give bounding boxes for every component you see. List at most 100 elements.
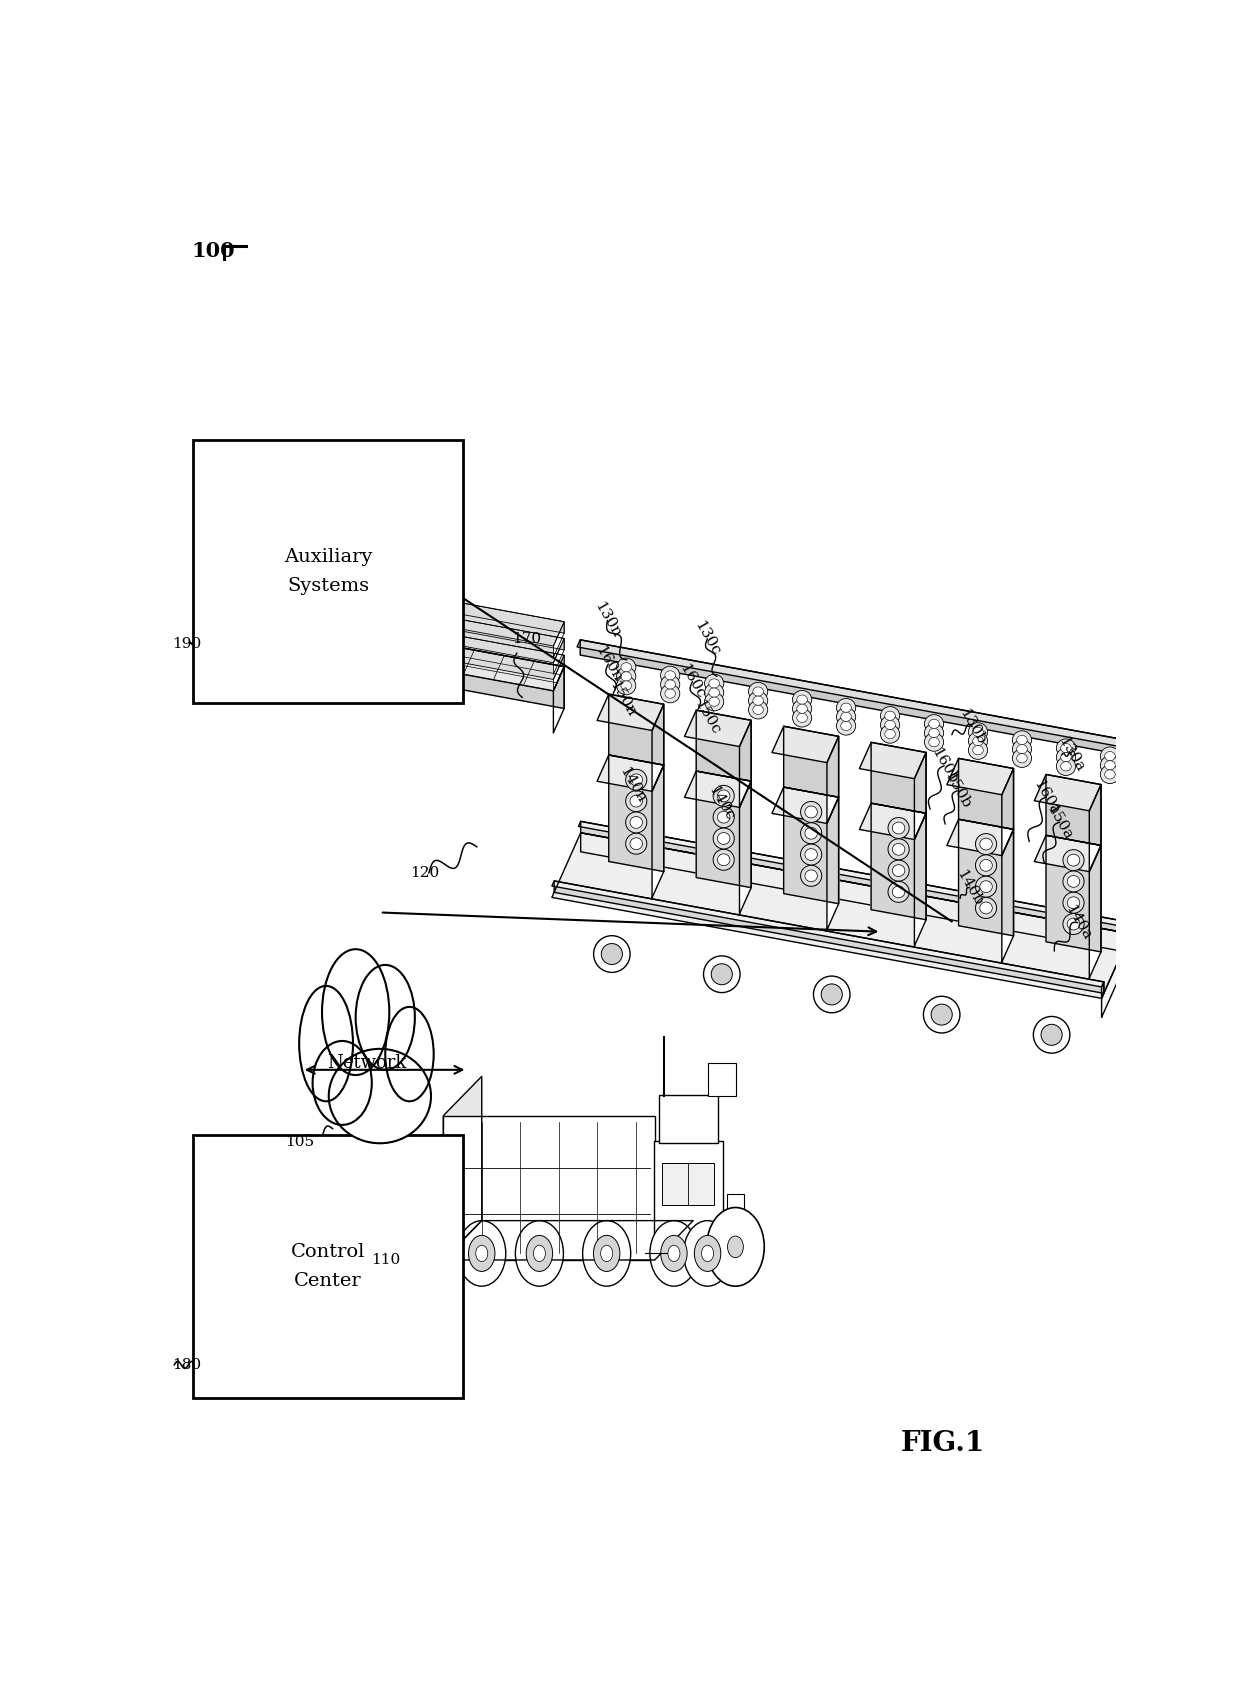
Polygon shape [580,821,1131,933]
Ellipse shape [980,838,992,850]
Ellipse shape [1105,751,1115,761]
Ellipse shape [713,850,734,870]
Ellipse shape [821,984,842,1005]
Polygon shape [959,819,1013,937]
Polygon shape [914,753,926,840]
Ellipse shape [980,880,992,892]
Ellipse shape [709,688,719,697]
Ellipse shape [1063,913,1084,935]
Ellipse shape [621,671,631,681]
Ellipse shape [980,860,992,872]
Polygon shape [773,725,838,763]
Ellipse shape [753,686,764,697]
Ellipse shape [1017,754,1027,763]
Ellipse shape [805,848,817,860]
Polygon shape [552,880,1104,988]
Polygon shape [1101,933,1131,1017]
Ellipse shape [972,727,983,736]
Text: 160a: 160a [1030,777,1061,817]
Ellipse shape [968,741,987,760]
Ellipse shape [703,955,740,993]
Text: Control
Center: Control Center [291,1243,365,1291]
Ellipse shape [976,897,997,918]
Polygon shape [947,819,1013,855]
Polygon shape [859,804,926,840]
Ellipse shape [792,700,812,719]
Ellipse shape [837,717,856,736]
Polygon shape [403,611,564,662]
Ellipse shape [880,715,900,734]
FancyBboxPatch shape [708,1063,737,1097]
Polygon shape [739,782,751,915]
Ellipse shape [1033,1017,1070,1052]
Polygon shape [414,628,564,666]
Polygon shape [696,771,751,887]
FancyBboxPatch shape [444,1115,655,1260]
Ellipse shape [1060,744,1071,753]
Polygon shape [609,695,663,765]
Ellipse shape [1056,758,1075,775]
Text: 140c: 140c [706,783,737,823]
Ellipse shape [805,828,817,840]
Ellipse shape [299,986,353,1102]
Polygon shape [577,640,1130,748]
Ellipse shape [893,865,905,877]
Ellipse shape [888,840,909,860]
Polygon shape [414,611,564,651]
Ellipse shape [668,1245,680,1262]
Ellipse shape [924,715,944,732]
Text: 150b: 150b [941,770,973,811]
Ellipse shape [805,806,817,817]
Ellipse shape [792,708,812,727]
Ellipse shape [516,1221,563,1286]
Ellipse shape [1063,892,1084,913]
Polygon shape [872,743,926,814]
Ellipse shape [1060,761,1071,771]
Polygon shape [403,594,564,645]
Ellipse shape [709,679,719,688]
Polygon shape [652,765,663,897]
Polygon shape [652,705,663,792]
Text: 110: 110 [371,1253,401,1267]
Ellipse shape [630,795,642,807]
Text: 150c: 150c [691,697,722,737]
Ellipse shape [888,882,909,903]
Ellipse shape [661,666,680,685]
Ellipse shape [1056,748,1075,766]
Polygon shape [827,736,838,824]
Polygon shape [554,880,1104,993]
Ellipse shape [813,976,849,1013]
Polygon shape [684,710,751,746]
Ellipse shape [880,725,900,743]
Ellipse shape [661,685,680,703]
Ellipse shape [1060,753,1071,761]
Ellipse shape [888,860,909,880]
Ellipse shape [1105,761,1115,770]
Ellipse shape [968,722,987,741]
Ellipse shape [616,668,636,686]
Polygon shape [1128,923,1131,938]
FancyBboxPatch shape [193,1136,463,1398]
Polygon shape [784,787,838,904]
Polygon shape [1101,983,1104,998]
Ellipse shape [972,736,983,746]
Polygon shape [1002,829,1013,962]
Polygon shape [1089,785,1101,872]
Ellipse shape [1012,749,1032,768]
Ellipse shape [322,949,389,1075]
Ellipse shape [801,802,822,823]
Ellipse shape [841,722,852,731]
Ellipse shape [526,1235,553,1272]
Ellipse shape [893,843,905,855]
Polygon shape [872,804,926,920]
FancyBboxPatch shape [717,1224,729,1257]
Text: 100: 100 [191,242,236,261]
Text: Network: Network [326,1054,407,1073]
Polygon shape [598,754,663,792]
Ellipse shape [601,943,622,964]
Text: 140b: 140b [954,867,986,908]
Ellipse shape [749,691,768,710]
Ellipse shape [1100,756,1120,775]
Polygon shape [1002,768,1013,855]
FancyBboxPatch shape [193,441,463,703]
